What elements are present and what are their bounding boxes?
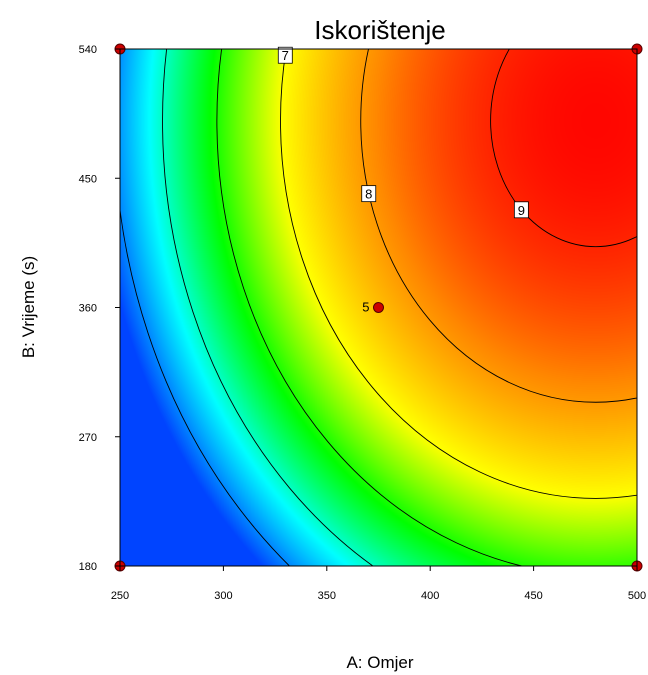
y-tick-label: 450	[79, 173, 97, 185]
x-axis-label: A: Omjer	[346, 653, 413, 672]
x-tick-label: 350	[318, 590, 336, 602]
contour-line-5	[162, 49, 375, 566]
contour-line-6	[216, 49, 525, 566]
contour-label-text: 7	[282, 48, 289, 63]
contour-label-box	[513, 201, 529, 219]
contour-label-box	[277, 46, 293, 64]
contour-line-8	[360, 49, 637, 403]
contour-label-8: 8	[361, 185, 377, 203]
x-tick-label: 450	[524, 590, 542, 602]
contour-labels: 456789	[277, 46, 529, 219]
x-tick-label: 300	[214, 590, 232, 602]
y-tick-label: 180	[79, 561, 97, 573]
contour-label-text: 8	[365, 187, 372, 202]
contour-line-7	[280, 49, 637, 499]
contour-lines	[120, 49, 637, 566]
x-tick-label: 400	[421, 590, 439, 602]
y-axis-label: B: Vrijeme (s)	[19, 256, 38, 358]
y-tick-label: 360	[79, 303, 97, 315]
y-tick-label: 540	[79, 44, 97, 56]
design-point	[373, 302, 384, 313]
chart-title: Iskorištenje	[314, 15, 446, 45]
contour-label-box	[361, 185, 377, 203]
x-tick-label: 250	[111, 590, 129, 602]
contour-line-9	[490, 49, 637, 248]
contour-label-9: 9	[513, 201, 529, 219]
x-tick-label: 500	[628, 590, 646, 602]
design-point-label: 5	[362, 300, 369, 315]
contour-label-7: 7	[277, 46, 293, 64]
contour-label-text: 9	[518, 203, 525, 218]
axes: 250 300 350 400 450 500 180 270 360 450 540	[79, 44, 647, 602]
y-tick-label: 270	[79, 432, 97, 444]
